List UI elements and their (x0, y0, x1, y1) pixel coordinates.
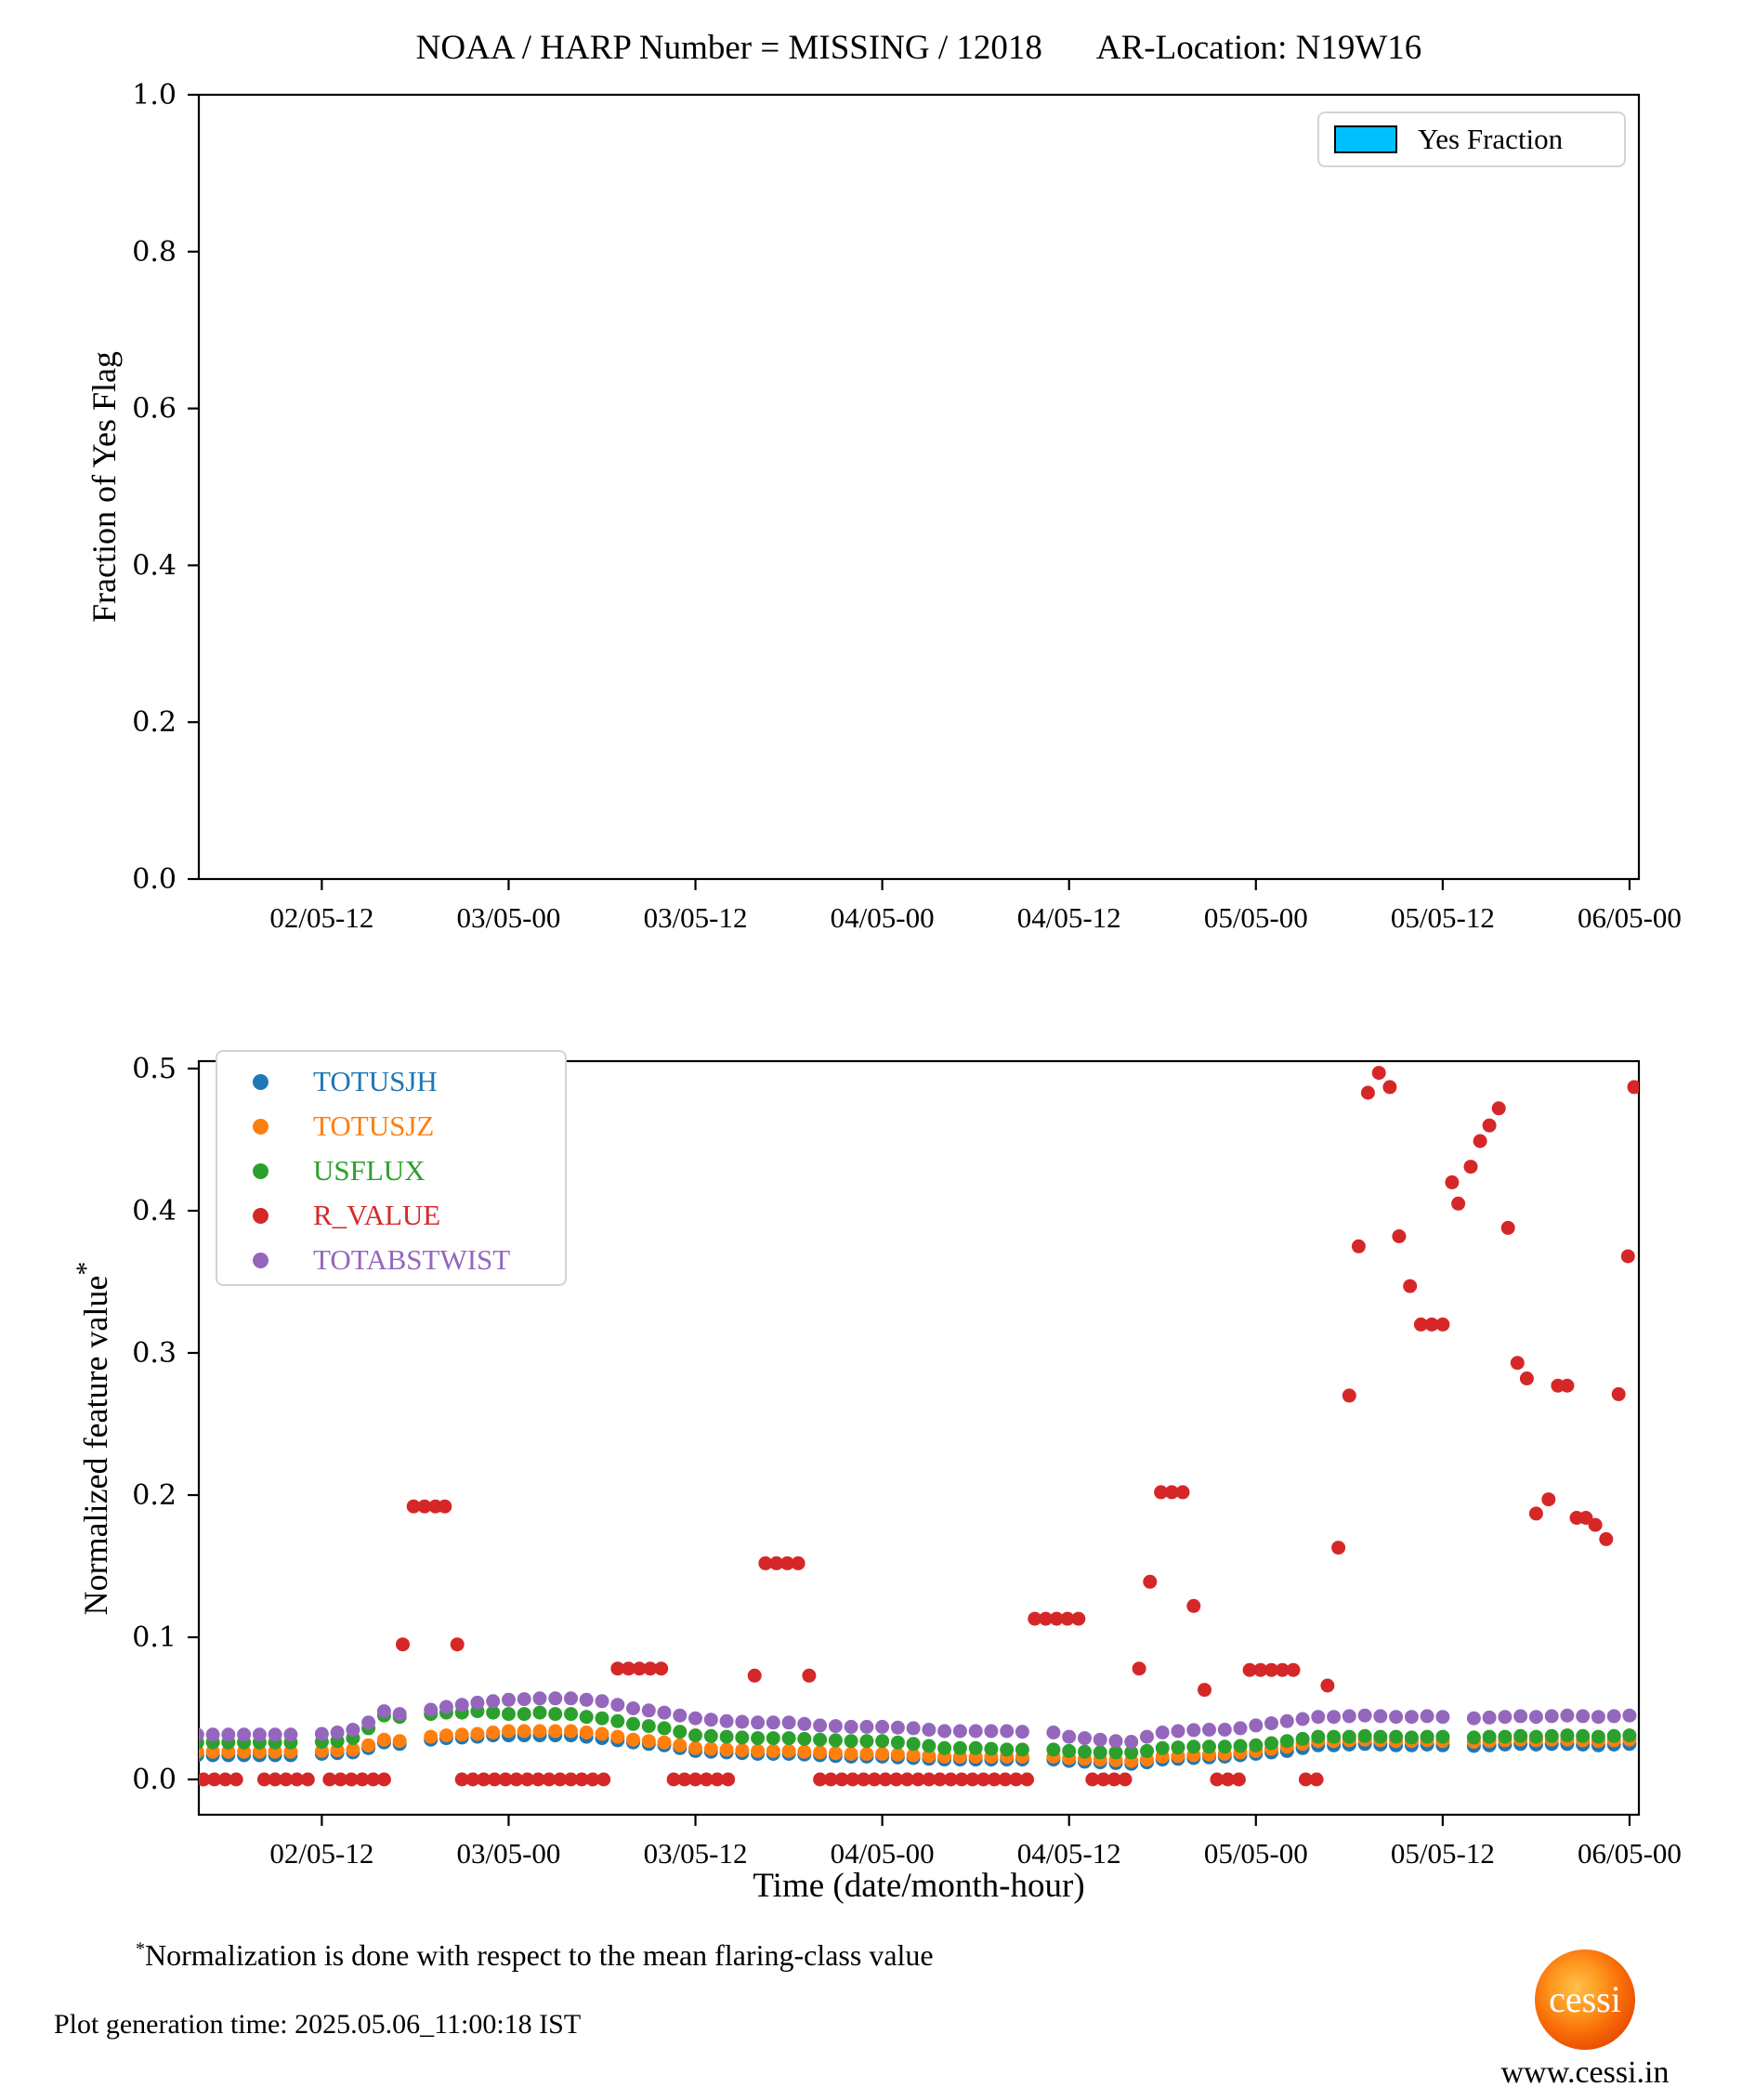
title-harp-number: NOAA / HARP Number = MISSING / 12018 (415, 29, 1042, 67)
bottom-chart-legend: TOTUSJH TOTUSJZ USFLUX R_VALUE TOTABSTWIST (216, 1050, 567, 1286)
svg-text:03/05-00: 03/05-00 (456, 901, 560, 934)
legend-item-USFLUX: USFLUX (217, 1148, 565, 1193)
svg-text:0.6: 0.6 (132, 393, 177, 426)
top-chart-spines (197, 93, 1641, 881)
TOTABSTWIST-label: TOTABSTWIST (313, 1243, 511, 1276)
bottom-chart-y-ticks: 0.0 0.1 0.2 0.3 0.4 0.5 (132, 1053, 199, 1796)
top-chart-legend: Yes Fraction (1317, 112, 1626, 167)
legend-item-TOTUSJH: TOTUSJH (217, 1059, 565, 1104)
svg-text:04/05-12: 04/05-12 (1017, 1837, 1121, 1870)
normalization-footnote: *Normalization is done with respect to t… (136, 1938, 934, 1973)
svg-text:0.8: 0.8 (132, 236, 177, 269)
legend-item-R_VALUE: R_VALUE (217, 1193, 565, 1238)
svg-text:03/05-12: 03/05-12 (644, 1837, 748, 1870)
R_VALUE-label: R_VALUE (313, 1199, 441, 1231)
TOTUSJZ-label: TOTUSJZ (313, 1109, 435, 1142)
bottom-chart: 0.0 0.1 0.2 0.3 0.4 0.5 02/05-12 03/05-00 03/05-… (132, 1053, 1682, 1870)
plot-generation-time: Plot generation time: 2025.05.06_11:00:1… (54, 2009, 581, 2041)
top-chart: 0.0 0.2 0.4 0.6 0.8 1.0 02/05-12 03/05-00 03/05-… (132, 79, 1682, 934)
ylabel-asterisk: * (71, 1261, 101, 1276)
svg-text:03/05-12: 03/05-12 (644, 901, 748, 934)
legend-item-TOTABSTWIST: TOTABSTWIST (217, 1238, 565, 1282)
svg-text:04/05-12: 04/05-12 (1017, 901, 1121, 934)
svg-text:05/05-12: 05/05-12 (1391, 1837, 1495, 1870)
svg-text:02/05-12: 02/05-12 (269, 901, 373, 934)
TOTUSJH-label: TOTUSJH (313, 1065, 438, 1097)
top-chart-ylabel: Fraction of Yes Flag (85, 351, 124, 623)
yes-fraction-swatch (1334, 125, 1397, 153)
svg-text:04/05-00: 04/05-00 (831, 901, 935, 934)
svg-text:1.0: 1.0 (132, 79, 177, 112)
svg-text:04/05-00: 04/05-00 (831, 1837, 935, 1870)
footnote-text: Normalization is done with respect to th… (145, 1938, 934, 1972)
cessi-logo-text: cessi (1549, 1978, 1621, 2020)
cessi-website-link[interactable]: www.cessi.in (1501, 2055, 1670, 2091)
TOTABSTWIST-marker-icon (253, 1252, 268, 1268)
scatter-series-R_VALUE (199, 1066, 1639, 1787)
svg-text:05/05-00: 05/05-00 (1204, 1837, 1308, 1870)
top-chart-x-ticks: 02/05-12 03/05-00 03/05-12 04/05-00 04/05-12… (269, 879, 1682, 934)
svg-text:06/05-00: 06/05-00 (1578, 1837, 1682, 1870)
R_VALUE-marker-icon (253, 1207, 268, 1224)
svg-text:0.2: 0.2 (132, 706, 177, 739)
svg-text:05/05-00: 05/05-00 (1204, 901, 1308, 934)
plot-generation-text: Plot generation time: 2025.05.06_11:00:1… (54, 2009, 582, 2040)
svg-text:05/05-12: 05/05-12 (1391, 901, 1495, 934)
scatter-series-TOTABSTWIST (199, 1691, 1637, 1749)
USFLUX-label: USFLUX (313, 1154, 426, 1187)
bottom-chart-x-ticks: 02/05-12 03/05-00 03/05-12 04/05-00 04/05-12… (269, 1815, 1682, 1870)
bottom-chart-ylabel: Normalized feature value* (71, 1262, 115, 1616)
TOTUSJZ-marker-icon (253, 1118, 268, 1135)
svg-text:03/05-00: 03/05-00 (456, 1837, 560, 1870)
figure-title: NOAA / HARP Number = MISSING / 12018 AR-… (199, 28, 1639, 68)
svg-text:0.3: 0.3 (132, 1337, 177, 1370)
cessi-sun-logo: cessi (1535, 1949, 1635, 2050)
bottom-chart-xlabel: Time (date/month-hour) (199, 1866, 1639, 1906)
top-ylabel-text: Fraction of Yes Flag (85, 350, 123, 623)
svg-text:0.4: 0.4 (132, 1195, 177, 1227)
svg-text:0.1: 0.1 (132, 1621, 177, 1654)
svg-text:06/05-00: 06/05-00 (1578, 901, 1682, 934)
xlabel-text: Time (date/month-hour) (753, 1867, 1085, 1905)
TOTUSJH-marker-icon (253, 1073, 268, 1090)
svg-text:0.2: 0.2 (132, 1479, 177, 1512)
svg-text:0.0: 0.0 (132, 863, 177, 896)
bottom-ylabel-text: Normalized feature value (77, 1275, 114, 1616)
bottom-chart-spines (197, 1059, 1641, 1817)
svg-text:0.5: 0.5 (132, 1053, 177, 1085)
top-chart-y-ticks: 0.0 0.2 0.4 0.6 0.8 1.0 (132, 79, 199, 896)
title-ar-location: AR-Location: N19W16 (1095, 29, 1422, 67)
footnote-asterisk: * (136, 1938, 145, 1960)
USFLUX-marker-icon (253, 1162, 268, 1179)
svg-text:0.4: 0.4 (132, 549, 177, 582)
svg-text:02/05-12: 02/05-12 (269, 1837, 373, 1870)
legend-item-TOTUSJZ: TOTUSJZ (217, 1104, 565, 1148)
yes-fraction-label: Yes Fraction (1418, 123, 1564, 155)
svg-text:0.0: 0.0 (132, 1764, 177, 1796)
cessi-website-text: www.cessi.in (1500, 2055, 1670, 2090)
